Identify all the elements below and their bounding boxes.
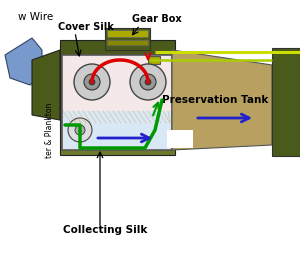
Polygon shape bbox=[32, 50, 60, 120]
Text: Cover Silk: Cover Silk bbox=[58, 22, 114, 32]
Bar bbox=[107, 30, 148, 37]
Circle shape bbox=[74, 64, 110, 100]
Circle shape bbox=[68, 118, 92, 142]
Text: Water
Out: Water Out bbox=[168, 132, 188, 145]
Bar bbox=[60, 40, 175, 110]
Bar bbox=[107, 40, 148, 45]
Polygon shape bbox=[172, 50, 272, 150]
Text: Preservation Tank: Preservation Tank bbox=[162, 95, 268, 105]
Circle shape bbox=[130, 64, 166, 100]
Polygon shape bbox=[5, 38, 42, 85]
Text: w Wire: w Wire bbox=[18, 12, 53, 22]
Circle shape bbox=[84, 74, 100, 90]
Bar bbox=[62, 55, 172, 150]
Bar bbox=[272, 48, 300, 156]
Bar bbox=[63, 111, 171, 149]
Text: ter & Plankton: ter & Plankton bbox=[46, 102, 55, 158]
Text: Gear Box: Gear Box bbox=[132, 14, 182, 24]
Bar bbox=[105, 28, 150, 50]
Circle shape bbox=[75, 125, 85, 135]
Bar bbox=[148, 56, 160, 64]
Bar bbox=[60, 110, 175, 155]
Bar bbox=[63, 56, 171, 111]
Circle shape bbox=[140, 74, 156, 90]
Bar bbox=[167, 130, 193, 148]
Circle shape bbox=[145, 79, 151, 85]
Text: Collecting Silk: Collecting Silk bbox=[63, 225, 147, 235]
Circle shape bbox=[89, 79, 95, 85]
